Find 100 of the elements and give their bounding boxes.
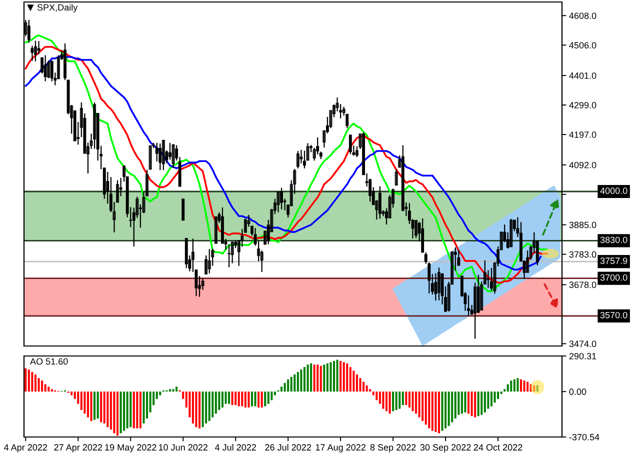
bar <box>168 389 171 392</box>
x-tick-label: 4 Jul 2022 <box>214 444 256 451</box>
bar <box>294 374 296 392</box>
candlestick <box>303 150 306 169</box>
candlestick <box>148 145 152 170</box>
bar <box>530 384 532 392</box>
candlestick <box>348 134 352 155</box>
bar <box>34 374 36 392</box>
bar <box>241 392 244 406</box>
y-tick-label: 3474.0 <box>569 340 596 348</box>
bar <box>208 392 210 421</box>
bar <box>441 392 444 431</box>
bar <box>369 389 372 392</box>
y-tick-label: 290.31 <box>569 352 596 360</box>
candlestick <box>30 45 34 62</box>
bar <box>103 392 106 424</box>
bar <box>454 392 456 419</box>
bar <box>38 378 40 392</box>
y-tick-label: 4506.0 <box>569 42 596 48</box>
candlestick <box>50 60 54 82</box>
y-tick-label: 3885.0 <box>569 222 596 228</box>
bar <box>86 392 89 418</box>
candlestick <box>296 150 300 169</box>
bar <box>284 383 286 392</box>
bar <box>270 392 273 400</box>
candlestick <box>172 144 175 169</box>
x-tick-label: 17 Aug 2022 <box>316 444 366 452</box>
bar <box>398 392 401 409</box>
bar <box>254 392 256 406</box>
bar <box>287 379 290 392</box>
bar <box>342 362 345 392</box>
bar <box>424 392 427 425</box>
candlestick <box>276 190 280 213</box>
bar <box>467 392 470 414</box>
candlestick <box>414 220 418 239</box>
bar <box>260 392 263 408</box>
bar <box>340 360 342 392</box>
bar <box>536 385 538 392</box>
bar <box>506 384 509 392</box>
candlestick <box>182 198 185 221</box>
candlestick <box>214 216 218 244</box>
chart-title: AO 51.60 <box>30 358 68 365</box>
bar <box>516 378 519 392</box>
bar <box>431 392 434 431</box>
bar <box>113 392 116 434</box>
x-tick-label: 30 Sep 2022 <box>420 444 471 452</box>
bar <box>267 392 270 404</box>
candlestick <box>280 187 283 210</box>
bar <box>136 392 138 428</box>
bar <box>224 392 227 404</box>
bar <box>448 392 450 426</box>
bar <box>313 364 316 392</box>
bar <box>218 392 220 410</box>
bar <box>139 392 142 428</box>
x-tick-label: 24 Oct 2022 <box>474 444 522 451</box>
candlestick <box>34 40 37 62</box>
bar <box>192 392 194 424</box>
y-tick-label: 3783.0 <box>569 251 596 258</box>
bar <box>402 392 404 406</box>
bar <box>244 392 246 408</box>
bar <box>205 392 208 424</box>
bar <box>290 376 292 392</box>
bar <box>310 363 312 392</box>
bar <box>392 392 394 412</box>
bar <box>28 370 30 392</box>
y-tick-label: 4608.0 <box>569 12 596 19</box>
bar <box>494 392 496 403</box>
bar <box>366 385 368 392</box>
bar <box>362 382 365 392</box>
y-tick-label: 4299.0 <box>569 102 596 108</box>
bar <box>300 370 302 392</box>
bar <box>356 374 358 392</box>
bar <box>408 392 410 408</box>
bar <box>510 380 512 392</box>
bar <box>48 386 50 392</box>
bar <box>70 392 73 396</box>
bar <box>526 382 529 392</box>
bar <box>484 392 486 412</box>
bar <box>100 392 102 422</box>
ref-line-label: 3757.9 <box>600 258 628 264</box>
bar <box>395 392 398 410</box>
bar <box>44 384 46 392</box>
bar <box>444 392 447 428</box>
candlestick <box>162 140 165 171</box>
bar <box>458 392 460 415</box>
bar <box>460 392 463 414</box>
bar <box>376 392 378 400</box>
bar <box>533 385 536 392</box>
bar <box>438 392 440 434</box>
bar <box>474 392 476 418</box>
x-tick-label: 8 Sep 2022 <box>370 444 416 452</box>
bar <box>159 392 162 396</box>
candlestick <box>208 248 211 274</box>
bar <box>296 372 299 392</box>
candlestick <box>394 168 398 186</box>
y-tick-label: 0.00 <box>569 388 586 395</box>
bar <box>50 389 53 392</box>
bar <box>264 392 266 406</box>
y-tick-label: -370.54 <box>569 434 600 440</box>
bar <box>451 392 454 422</box>
